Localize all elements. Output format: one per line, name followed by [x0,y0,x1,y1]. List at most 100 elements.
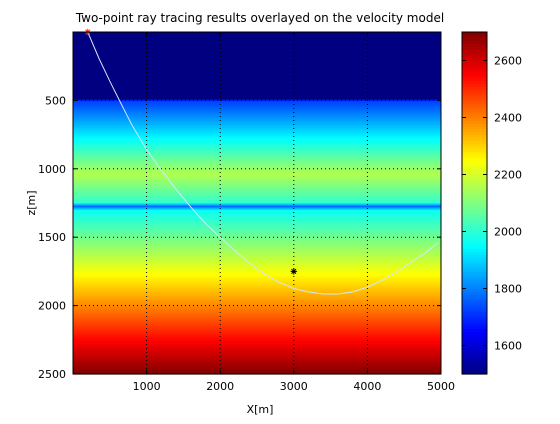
colorbar-band [462,311,487,315]
colorbar-band [462,339,487,344]
heatmap-band [73,94,441,97]
heatmap-band [73,346,441,349]
heatmap-band [73,216,441,219]
heatmap-band [73,55,441,58]
heatmap-band [73,177,441,179]
heatmap-band [73,71,441,74]
colorbar-band [462,345,487,349]
heatmap-band [73,41,441,44]
heatmap-band [73,368,441,371]
heatmap-band [73,175,441,178]
colorbar-band [462,111,487,116]
heatmap-band [73,186,441,189]
grid-lines [73,32,441,374]
heatmap-band [73,179,441,182]
heatmap-band [73,215,441,218]
heatmap-band [73,252,441,255]
colorbar-band [462,271,487,275]
colorbar-band [462,191,487,196]
heatmap-band [73,213,441,216]
colorbar-band [462,34,487,39]
heatmap-band [73,90,441,93]
heatmap-band [73,293,441,296]
colorbar-band [462,69,487,73]
heatmap-band [73,79,441,82]
heatmap-band [73,32,441,34]
heatmap-band [73,291,441,294]
colorbar-ticks: 1600 1800 2000 2200 2400 2600 [462,55,522,353]
heatmap-band [73,140,441,143]
colorbar-band [462,348,487,352]
colorbar-band [462,225,487,230]
heatmap-band [73,289,441,292]
heatmap-band [73,153,441,156]
heatmap-band [73,190,441,193]
colorbar-band [462,151,487,156]
heatmap-band [73,62,441,65]
heatmap-band [73,120,441,123]
heatmap-band [73,159,441,162]
colorbar-band [462,117,487,121]
heatmap-band [73,116,441,119]
colorbar-band [462,80,487,84]
heatmap-band [73,114,441,117]
heatmap-band [73,309,441,312]
heatmap-band [73,74,441,77]
heatmap-band [73,308,441,311]
heatmap-band [73,100,441,103]
heatmap-band [73,275,441,278]
heatmap-band [73,241,441,244]
heatmap-band [73,38,441,41]
heatmap-band [73,239,441,242]
heatmap-band [73,324,441,327]
heatmap-band [73,230,441,233]
colorbar-band [462,94,487,99]
heatmap-band [73,164,441,167]
ray-layer [87,31,439,295]
x-tick-label: 2000 [206,380,234,393]
heatmap-band [73,276,441,279]
heatmap-band [73,82,441,85]
y-axis-ticks: 500 1000 1500 2000 2500 [38,94,441,381]
heatmap-band [73,219,441,222]
heatmap-band [73,105,441,108]
heatmap-band [73,328,441,331]
colorbar-band [462,163,487,167]
heatmap-band [73,37,441,40]
heatmap-band [73,107,441,110]
heatmap-band [73,64,441,67]
colorbar-band [462,89,487,93]
colorbar-band [462,291,487,295]
colorbar-band [462,288,487,292]
colorbar-band [462,265,487,270]
heatmap-band [73,358,441,361]
colorbar-band [462,203,487,207]
colorbar-band [462,308,487,312]
colorbar-band [462,331,487,335]
colorbar-band [462,242,487,247]
heatmap-band [73,228,441,231]
heatmap-band [73,135,441,138]
heatmap-band [73,320,441,323]
heatmap-band [73,212,441,215]
heatmap-band [73,356,441,359]
colorbar-band [462,268,487,272]
heatmap-band [73,174,441,177]
heatmap-band [73,301,441,304]
heatmap-band [73,125,441,127]
colorbar-band [462,91,487,96]
colorbar-band [462,231,487,235]
colorbar-band [462,299,487,304]
colorbar-tick-label: 2000 [494,226,522,239]
heatmap-band [73,300,441,303]
heatmap-band [73,42,441,45]
heatmap-band [73,134,441,137]
heatmap-band [73,332,441,335]
colorbar-band [462,49,487,53]
heatmap-band [73,83,441,86]
heatmap-band [73,189,441,192]
heatmap-band [73,285,441,288]
colorbar-band [462,140,487,144]
colorbar-tick-label: 2200 [494,169,522,182]
heatmap-band [73,256,441,259]
